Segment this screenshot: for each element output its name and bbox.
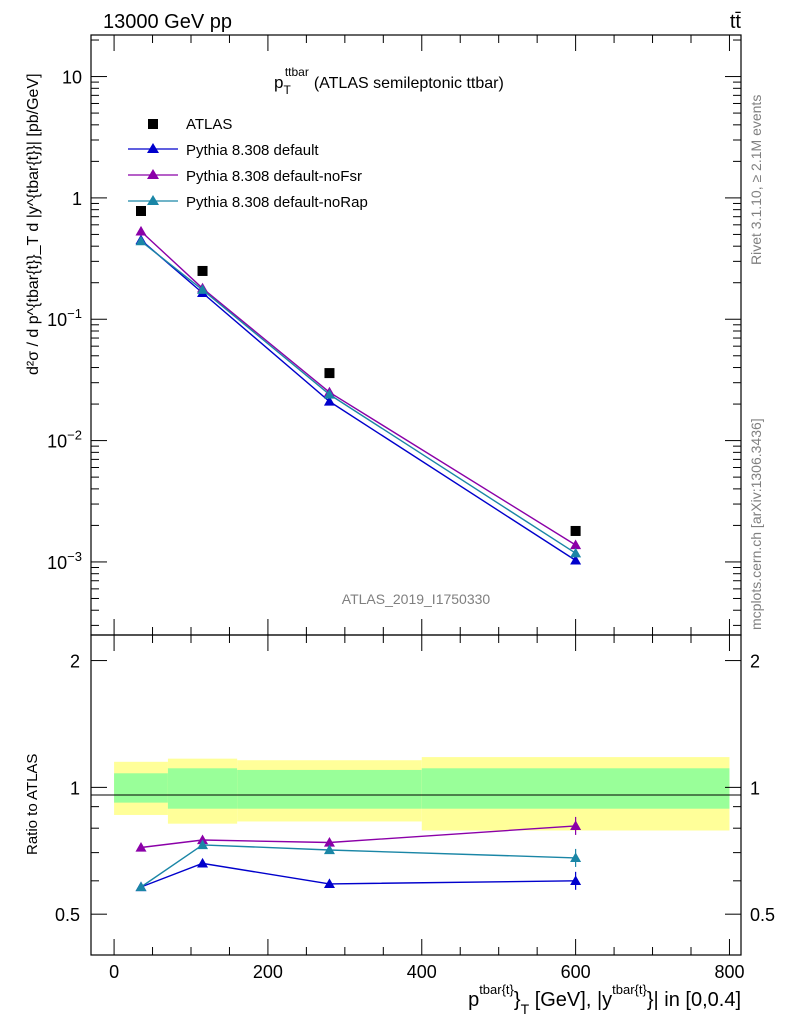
ratio-point-default — [570, 875, 582, 885]
ratio-uncertainty-band-inner — [237, 769, 422, 809]
ratio-y-tick-label: 2 — [70, 652, 80, 672]
ratio-line-default — [140, 862, 576, 888]
legend-marker-default — [147, 143, 159, 153]
x-tick-label: 600 — [561, 962, 591, 982]
x-tick-label: 400 — [407, 962, 437, 982]
ratio-point-noRap — [570, 852, 582, 863]
main-y-tick-label: 10−3 — [47, 549, 82, 573]
legend-label-norap: Pythia 8.308 default-noRap — [186, 194, 368, 211]
main-series — [135, 205, 582, 565]
main-y-tick-label: 1 — [72, 189, 82, 209]
ratio-point-noRap — [197, 839, 209, 850]
mcplots-label: mcplots.cern.ch [arXiv:1306.3436] — [748, 418, 764, 630]
ratio-y-tick-label-right: 1 — [750, 778, 760, 798]
ratio-y-tick-label: 0.5 — [55, 905, 80, 925]
legend-marker-atlas — [148, 119, 158, 129]
ratio-line-noFsr — [140, 825, 576, 849]
x-tick-label: 200 — [253, 962, 283, 982]
main-ticks: 10 1 10−1 10−2 10−3 — [47, 39, 741, 626]
ratio-line-noRap — [140, 844, 576, 888]
ratio-panel: 2 2 1 1 0.5 0.5 Ratio to ATLAS — [24, 634, 775, 956]
mc-point-noRap — [197, 284, 209, 294]
x-tick-label: 800 — [714, 962, 744, 982]
main-y-tick-label: 10−2 — [47, 428, 82, 452]
x-tick-label: 0 — [109, 962, 119, 982]
plot-title: pTttbar(ATLAS semileptonic ttbar) — [274, 65, 504, 97]
legend: ATLAS Pythia 8.308 default Pythia 8.308 … — [128, 116, 368, 211]
ratio-point-noFsr — [197, 834, 209, 845]
mc-point-default — [323, 395, 335, 406]
mc-point-noRap — [323, 388, 335, 399]
energy-label: 13000 GeV pp — [103, 11, 232, 33]
ratio-plot-frame — [90, 634, 742, 956]
ratio-point-noRap — [323, 844, 335, 855]
main-y-tick-label: 10−1 — [47, 306, 82, 330]
ratio-point-default — [323, 878, 335, 889]
analysis-watermark: ATLAS_2019_I1750330 — [342, 591, 491, 607]
ratio-y-axis-label: Ratio to ATLAS — [24, 754, 41, 855]
ratio-bands — [114, 757, 730, 831]
x-axis-label: ptbar{t}}T [GeV], |ytbar{t}}| in [0,0.4] — [468, 982, 741, 1017]
legend-marker-norap — [147, 195, 159, 205]
main-y-axis-label: d²σ / d p^{tbar{t}}_T d |y^{tbar{t}}| [p… — [25, 73, 42, 375]
mc-point-noFsr — [570, 539, 582, 550]
mc-point-default — [570, 554, 582, 565]
legend-marker-nofsr — [147, 169, 159, 179]
mc-line-default — [140, 239, 576, 561]
ratio-point-noFsr — [323, 836, 335, 847]
rivet-label: Rivet 3.1.10, ≥ 2.1M events — [748, 95, 764, 265]
mc-line-noFsr — [140, 230, 576, 546]
ratio-point-noRap — [135, 881, 147, 892]
ratio-series — [135, 816, 582, 892]
main-panel: 10 1 10−1 10−2 10−3 pTttbar(ATLAS semilepton… — [25, 34, 742, 636]
legend-label-atlas: ATLAS — [186, 116, 232, 133]
mc-point-noRap — [135, 235, 147, 246]
mc-point-noRap — [570, 547, 582, 558]
mc-line-noRap — [140, 240, 576, 554]
ratio-y-tick-label-right: 0.5 — [750, 905, 775, 925]
x-axis-ticks: 0 200 400 600 800 — [109, 35, 744, 982]
legend-label-default: Pythia 8.308 default — [186, 142, 319, 159]
atlas-data-point — [324, 368, 335, 379]
ratio-y-tick-label: 1 — [70, 778, 80, 798]
ratio-uncertainty-band-inner — [114, 773, 168, 803]
atlas-data-point — [570, 525, 581, 536]
ratio-point-noFsr — [135, 841, 147, 852]
process-label: tt̄ — [730, 11, 742, 33]
ratio-uncertainty-band-inner — [421, 768, 730, 809]
legend-label-nofsr: Pythia 8.308 default-noFsr — [186, 168, 362, 185]
ratio-point-default — [197, 857, 209, 868]
ratio-y-tick-label-right: 2 — [750, 652, 760, 672]
ratio-ticks: 2 2 1 1 0.5 0.5 — [55, 652, 775, 926]
atlas-data-point — [197, 265, 208, 276]
main-y-tick-label: 10 — [62, 68, 82, 88]
atlas-data-point — [136, 205, 146, 216]
ratio-uncertainty-band-inner — [167, 768, 238, 809]
mc-point-noFsr — [135, 225, 147, 236]
ratio-point-noFsr — [570, 820, 582, 831]
